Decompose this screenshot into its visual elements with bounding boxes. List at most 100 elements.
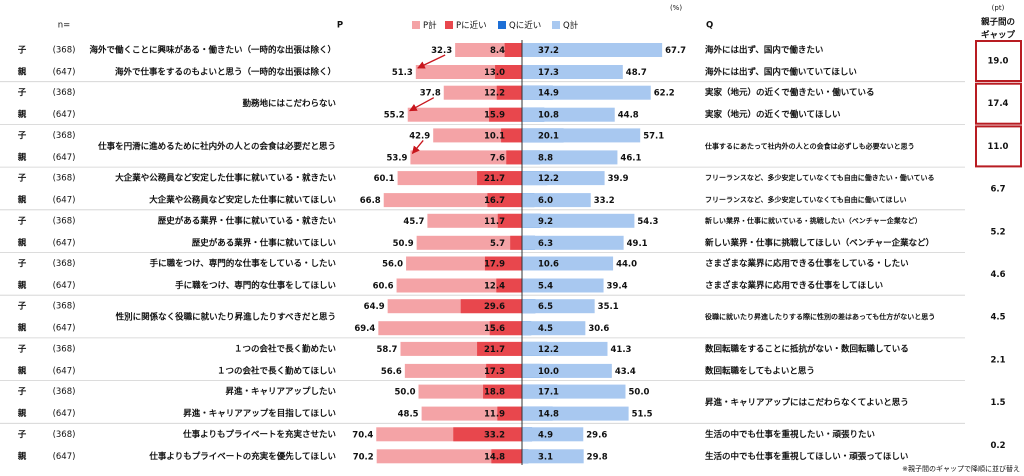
gap-value: 1.5 [990, 398, 1005, 408]
gap-value: 11.0 [988, 142, 1009, 152]
value-label: 6.5 [538, 302, 553, 312]
sample-size: (368) [53, 174, 76, 184]
bar [522, 65, 623, 79]
value-label: 56.6 [381, 367, 402, 377]
value-label: 50.0 [395, 388, 416, 398]
sample-size: (368) [53, 46, 76, 56]
value-label: 43.4 [615, 367, 636, 377]
bar [522, 363, 612, 378]
bar [497, 406, 522, 421]
value-label: 66.8 [360, 196, 381, 206]
bar [487, 193, 522, 208]
bar [522, 150, 618, 165]
legend-label: Qに近い [509, 20, 541, 31]
value-label: 5.4 [538, 282, 553, 292]
sample-size: (368) [53, 259, 76, 269]
value-label: 44.0 [616, 260, 637, 270]
legend-label: Q計 [563, 20, 579, 31]
value-label: 4.5 [538, 324, 553, 334]
p-statement: 仕事よりもプライベートの充実を優先してほしい [148, 451, 336, 462]
bar [522, 107, 615, 122]
value-label: 15.9 [484, 111, 505, 121]
sample-size: (368) [53, 216, 76, 226]
value-label: 17.3 [538, 68, 559, 78]
respondent: 親 [18, 195, 27, 206]
p-statement: １つの会社で長く勤めたい [234, 343, 336, 354]
respondent: 親 [18, 152, 27, 163]
gap-value: 0.2 [990, 441, 1005, 451]
value-label: 6.3 [538, 239, 553, 249]
bar [522, 427, 584, 442]
respondent: 親 [18, 451, 27, 462]
value-label: 57.1 [643, 131, 664, 141]
value-label: 14.8 [538, 410, 559, 420]
gap-value: 4.5 [990, 313, 1005, 323]
bar [522, 256, 614, 271]
respondent: 親 [18, 365, 27, 376]
sample-size: (647) [53, 153, 76, 163]
bar [522, 321, 586, 336]
bar [522, 213, 635, 228]
footnote: ※親子間のギャップで降順に並び替え [902, 464, 1020, 473]
sample-size: (647) [53, 110, 76, 120]
bar [522, 341, 608, 356]
p-statement: 昇進・キャリアアップしたい [225, 386, 336, 397]
gap-value: 19.0 [988, 57, 1009, 67]
q-statement: 数回転職をしてもよいと思う [705, 365, 815, 376]
respondent: 子 [18, 302, 27, 312]
value-label: 13.0 [484, 68, 505, 78]
sample-size: (647) [53, 68, 76, 78]
sample-size: (647) [53, 324, 76, 334]
value-label: 21.7 [484, 345, 505, 355]
respondent: 子 [18, 46, 27, 56]
value-label: 8.8 [538, 153, 553, 163]
respondent: 子 [18, 131, 27, 141]
bar [522, 299, 595, 314]
q-statement: 新しい業界・仕事に就いている・挑戦したい（ベンチャー企業など） [705, 216, 922, 225]
bar [396, 278, 522, 293]
sample-size: (647) [53, 281, 76, 291]
q-statement: フリーランスなど、多少安定していなくても自由に働いてほしい [705, 195, 907, 204]
value-label: 14.8 [484, 452, 505, 462]
gap-arrow [411, 139, 424, 155]
respondent: 子 [18, 88, 27, 98]
value-label: 21.7 [484, 174, 505, 184]
unit: (%) [670, 4, 682, 12]
gap-value: 5.2 [990, 227, 1005, 237]
value-label: 64.9 [364, 302, 385, 312]
gap-value: 17.4 [988, 99, 1009, 109]
respondent: 親 [18, 67, 27, 78]
value-label: 4.9 [538, 430, 553, 440]
q-statement: 生活の中でも仕事を重視してほしい・頑張ってほしい [705, 451, 908, 462]
gap-arrow [417, 54, 446, 69]
bar [410, 150, 522, 165]
gap-value: 2.1 [990, 355, 1005, 365]
sample-size: (368) [53, 302, 76, 312]
q-statement: さまざまな業界に応用できる仕事をしてほしい [705, 280, 883, 291]
gap-highlight [975, 82, 1022, 125]
q-statement: 新しい業界・仕事に挑戦してほしい（ベンチャー企業など） [705, 237, 934, 248]
bar [496, 278, 522, 293]
bar [477, 341, 522, 356]
value-label: 12.2 [484, 89, 505, 99]
bar [453, 427, 522, 442]
q-statement: フリーランスなど、多少安定していなくても自由に働きたい・働いている [705, 173, 935, 182]
value-label: 51.3 [392, 68, 413, 78]
value-label: 7.6 [490, 153, 505, 163]
p-statement: 歴史がある業界・仕事に就いてほしい [192, 237, 336, 248]
sample-size: (647) [53, 409, 76, 419]
gap-value: 6.7 [990, 185, 1005, 195]
value-label: 11.9 [484, 410, 505, 420]
p-statement: 海外で働くことに興味がある・働きたい（一時的な出張は除く） [89, 45, 336, 56]
q-statement: 実家（地元）の近くで働きたい・働いている [705, 87, 875, 98]
legend-label: P計 [423, 20, 437, 31]
p-statement: １つの会社で長く勤めてほしい [217, 365, 336, 376]
value-label: 10.8 [538, 111, 559, 121]
bar [510, 235, 522, 250]
bar [522, 193, 591, 208]
bar [483, 384, 522, 399]
bar [522, 235, 624, 250]
bar [522, 384, 626, 399]
q-statement: 実家（地元）の近くで働いてほしい [705, 109, 841, 120]
